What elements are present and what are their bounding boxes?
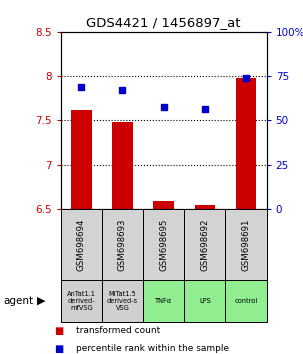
- Text: ■: ■: [55, 326, 64, 336]
- Text: LPS: LPS: [199, 298, 211, 304]
- Bar: [184, 280, 225, 322]
- Bar: [184, 209, 225, 280]
- Bar: [143, 209, 184, 280]
- Text: GSM698691: GSM698691: [241, 218, 251, 270]
- Text: agent: agent: [3, 296, 33, 306]
- Text: percentile rank within the sample: percentile rank within the sample: [76, 344, 229, 353]
- Bar: [61, 280, 102, 322]
- Bar: [112, 122, 133, 209]
- Bar: [61, 209, 102, 280]
- Text: ■: ■: [55, 344, 64, 354]
- Bar: [195, 205, 215, 209]
- Bar: [236, 78, 256, 209]
- Text: ▶: ▶: [37, 296, 45, 306]
- Bar: [102, 209, 143, 280]
- Bar: [153, 201, 174, 209]
- Text: transformed count: transformed count: [76, 326, 160, 336]
- Bar: [225, 280, 267, 322]
- Bar: [102, 280, 143, 322]
- Text: GSM698692: GSM698692: [200, 218, 209, 270]
- Text: GSM698693: GSM698693: [118, 218, 127, 270]
- Bar: [143, 280, 184, 322]
- Text: AnTat1.1
derived-
mfVSG: AnTat1.1 derived- mfVSG: [67, 291, 96, 311]
- Text: control: control: [235, 298, 258, 304]
- Title: GDS4421 / 1456897_at: GDS4421 / 1456897_at: [86, 16, 241, 29]
- Text: GSM698695: GSM698695: [159, 218, 168, 270]
- Bar: [71, 110, 92, 209]
- Text: MiTat1.5
derived-s
VSG: MiTat1.5 derived-s VSG: [107, 291, 138, 311]
- Text: TNFα: TNFα: [155, 298, 172, 304]
- Text: GSM698694: GSM698694: [77, 218, 86, 270]
- Bar: [225, 209, 267, 280]
